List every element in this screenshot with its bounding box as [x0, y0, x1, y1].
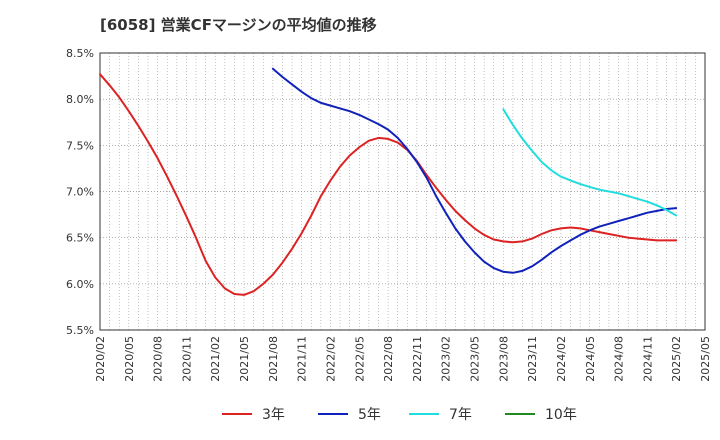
- x-tick-label: 2022/02: [324, 336, 337, 382]
- x-tick-label: 2020/08: [152, 336, 165, 382]
- x-tick-label: 2022/08: [382, 336, 395, 382]
- x-tick-label: 2022/11: [411, 336, 424, 382]
- axes: 8.5% 8.0% 7.5% 7.0% 6.5% 6.0% 5.5%2020/02 2020/…: [66, 47, 712, 382]
- legend-label: 7年: [449, 407, 472, 423]
- x-tick-label: 2021/02: [209, 336, 222, 382]
- x-tick-label: 2023/08: [497, 336, 510, 382]
- x-tick-label: 2020/11: [180, 336, 193, 382]
- y-tick-label: 6.5%: [66, 232, 94, 245]
- legend-label: 3年: [262, 407, 285, 423]
- x-tick-label: 2023/11: [526, 336, 539, 382]
- x-tick-label: 2024/05: [584, 336, 597, 382]
- y-tick-label: 8.0%: [66, 93, 94, 106]
- y-tick-label: 5.5%: [66, 324, 94, 337]
- series-line-5年: [271, 67, 678, 274]
- y-tick-label: 8.5%: [66, 47, 94, 60]
- series-line-7年: [502, 108, 678, 217]
- x-tick-label: 2021/11: [296, 336, 309, 382]
- x-tick-label: 2024/08: [613, 336, 626, 382]
- series-line-3年: [99, 73, 678, 296]
- x-tick-label: 2023/05: [469, 336, 482, 382]
- y-tick-label: 7.5%: [66, 139, 94, 152]
- x-tick-label: 2022/05: [353, 336, 366, 382]
- legend-label: 10年: [545, 407, 577, 423]
- legend-label: 5年: [358, 407, 381, 423]
- y-tick-label: 7.0%: [66, 186, 94, 199]
- chart-title: [6058] 営業CFマージンの平均値の推移: [100, 16, 377, 34]
- x-tick-label: 2024/11: [641, 336, 654, 382]
- x-tick-label: 2021/05: [238, 336, 251, 382]
- legend: 3年 5年 7年 10年: [222, 407, 577, 423]
- x-tick-label: 2025/02: [670, 336, 683, 382]
- x-tick-label: 2024/02: [555, 336, 568, 382]
- x-tick-label: 2020/05: [123, 336, 136, 382]
- x-tick-label: 2023/02: [440, 336, 453, 382]
- plot-border: [99, 52, 706, 331]
- x-tick-label: 2021/08: [267, 336, 280, 382]
- y-tick-label: 6.0%: [66, 278, 94, 291]
- series-lines: [99, 67, 678, 296]
- x-tick-label: 2020/02: [94, 336, 107, 382]
- x-tick-label: 2025/05: [699, 336, 712, 382]
